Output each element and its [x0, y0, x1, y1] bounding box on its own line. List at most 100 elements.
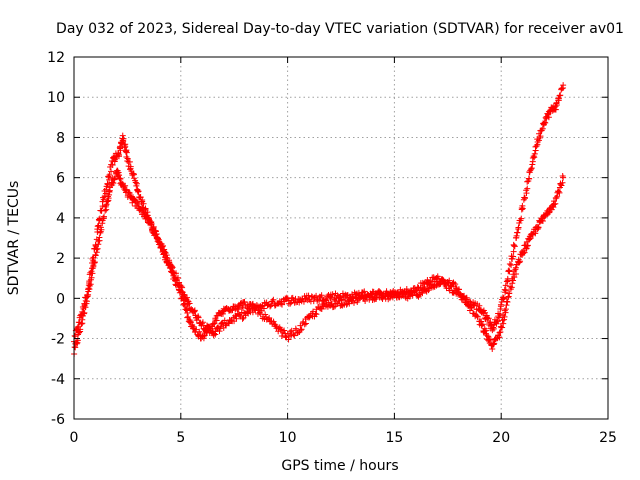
y-tick-label: 8: [56, 130, 65, 146]
data-point: [509, 256, 516, 263]
data-point: [535, 137, 542, 144]
y-axis-label: SDTVAR / TECUs: [6, 181, 22, 296]
data-point: [518, 215, 525, 222]
data-point: [386, 295, 393, 302]
data-point: [497, 305, 504, 312]
data-point: [511, 274, 518, 281]
data-point: [505, 294, 512, 301]
data-point: [446, 277, 453, 284]
data-point: [511, 243, 518, 250]
data-point: [258, 307, 265, 314]
data-point: [380, 290, 387, 297]
data-point: [101, 193, 108, 200]
data-point: [524, 242, 531, 249]
data-point: [175, 274, 182, 281]
chart-title: Day 032 of 2023, Sidereal Day-to-day VTE…: [56, 21, 624, 37]
data-point: [87, 269, 94, 276]
data-point: [210, 320, 217, 327]
data-point: [199, 320, 206, 327]
data-point: [180, 301, 187, 308]
data-point: [229, 306, 236, 313]
data-point: [81, 301, 88, 308]
x-axis-label: GPS time / hours: [281, 458, 398, 474]
data-point: [133, 180, 140, 187]
data-point: [501, 313, 508, 320]
data-point: [123, 147, 130, 154]
data-point: [414, 284, 421, 291]
y-tick-label: 4: [56, 211, 65, 227]
data-point: [291, 332, 298, 339]
data-point: [121, 186, 128, 193]
data-point: [528, 166, 535, 173]
y-tick-label: 6: [56, 171, 65, 187]
data-point: [531, 150, 538, 157]
data-point: [500, 320, 507, 327]
data-point: [184, 309, 191, 316]
data-point: [95, 222, 102, 229]
data-point: [116, 175, 123, 182]
data-point: [110, 180, 117, 187]
data-point: [510, 253, 517, 260]
data-point: [140, 200, 147, 207]
data-point: [101, 213, 108, 220]
data-point: [521, 194, 528, 201]
data-point: [504, 298, 511, 305]
data-point: [500, 295, 507, 302]
data-point: [169, 269, 176, 276]
data-point: [170, 272, 177, 279]
data-point: [512, 264, 519, 271]
data-point: [455, 286, 462, 293]
data-point: [452, 281, 459, 288]
data-point: [553, 102, 560, 109]
data-point: [80, 305, 87, 312]
data-point: [288, 327, 295, 334]
data-point: [266, 314, 273, 321]
data-point: [532, 147, 539, 154]
data-point: [538, 127, 545, 134]
data-point: [496, 310, 503, 317]
data-point: [203, 328, 210, 335]
data-point: [132, 179, 139, 186]
series-1-points: [71, 82, 567, 358]
data-point: [411, 288, 418, 295]
data-point: [350, 299, 357, 306]
data-point: [497, 303, 504, 310]
data-point: [174, 281, 181, 288]
data-point: [506, 261, 513, 268]
x-tick-label: 15: [385, 430, 403, 446]
data-point: [191, 307, 198, 314]
data-point: [148, 219, 155, 226]
data-point: [89, 265, 96, 272]
data-point: [204, 329, 211, 336]
data-point: [104, 181, 111, 188]
data-point: [510, 277, 517, 284]
data-point: [361, 288, 368, 295]
data-point: [219, 310, 226, 317]
data-point: [458, 292, 465, 299]
data-point: [185, 313, 192, 320]
data-point: [108, 168, 115, 175]
data-point: [496, 329, 503, 336]
data-point: [96, 215, 103, 222]
data-point: [122, 141, 129, 148]
data-point: [92, 241, 99, 248]
data-point: [541, 119, 548, 126]
data-point: [531, 154, 538, 161]
data-point: [105, 173, 112, 180]
data-point: [109, 162, 116, 169]
data-point: [93, 236, 100, 243]
data-point: [373, 295, 380, 302]
data-point: [164, 255, 171, 262]
data-point: [111, 176, 118, 183]
data-point: [287, 300, 294, 307]
data-point: [109, 157, 116, 164]
data-point: [555, 188, 562, 195]
data-point: [539, 125, 546, 132]
data-point: [186, 300, 193, 307]
data-point: [287, 328, 294, 335]
data-point: [461, 292, 468, 299]
data-point: [178, 283, 185, 290]
data-point: [279, 301, 286, 308]
data-point: [302, 320, 309, 327]
